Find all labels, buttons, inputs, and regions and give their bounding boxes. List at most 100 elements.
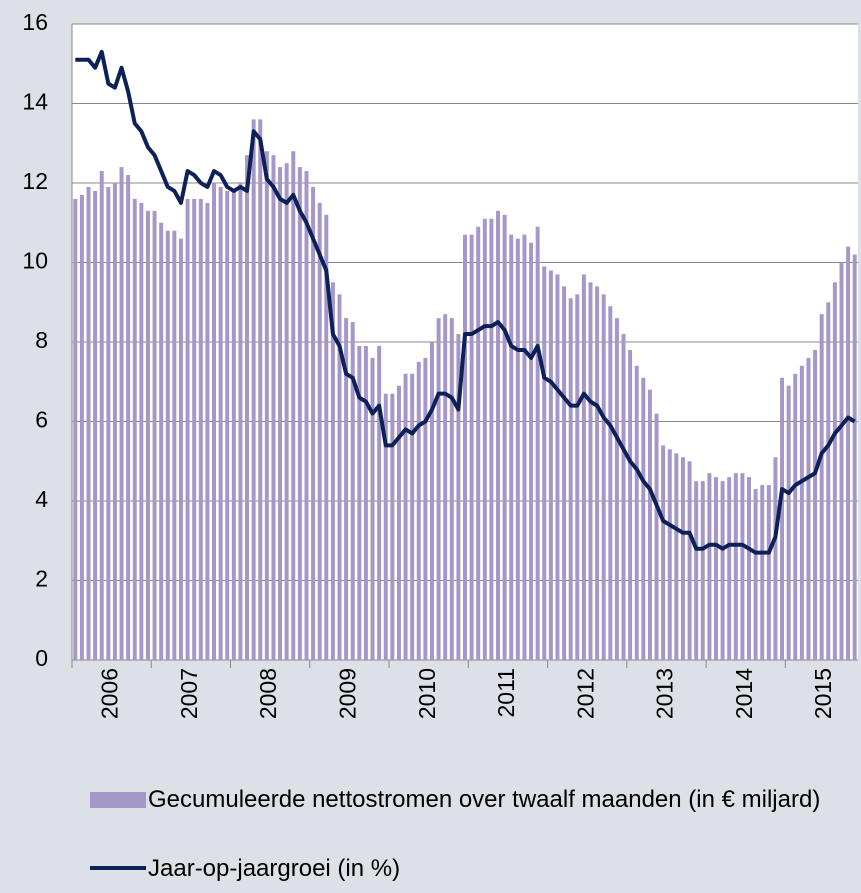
bar <box>496 210 501 660</box>
bar <box>317 202 322 660</box>
bar <box>245 155 250 661</box>
y-tick-label: 14 <box>22 89 48 115</box>
bar <box>370 357 375 660</box>
bar <box>324 214 329 661</box>
bar <box>634 365 639 660</box>
bar <box>311 186 316 660</box>
bar <box>304 171 309 660</box>
bar <box>383 393 388 660</box>
line <box>75 49 856 555</box>
bar <box>515 238 520 660</box>
bar <box>436 318 441 660</box>
bar <box>264 151 269 660</box>
bar <box>482 218 487 660</box>
bar <box>416 361 421 660</box>
bar <box>826 302 831 660</box>
bar <box>608 306 613 660</box>
bar <box>581 274 586 660</box>
y-tick-label: 0 <box>35 645 48 671</box>
bar <box>780 377 785 660</box>
x-tick-label: 2007 <box>176 668 202 719</box>
x-tick-label: 2015 <box>810 668 836 719</box>
bar <box>205 202 210 660</box>
bar <box>291 151 296 660</box>
bar <box>284 163 289 660</box>
bar <box>106 186 111 660</box>
bar <box>93 190 98 660</box>
bar <box>278 167 283 660</box>
bar <box>793 373 798 660</box>
bar <box>601 294 606 660</box>
x-tick-label: 2012 <box>572 668 598 719</box>
bar <box>832 282 837 660</box>
bar <box>654 413 659 660</box>
bar <box>799 365 804 660</box>
legend-label: Jaar-op-jaargroei (in %) <box>148 855 401 882</box>
bar <box>145 210 150 660</box>
x-tick-label: 2008 <box>255 668 281 719</box>
bar <box>179 238 183 660</box>
bar <box>231 190 236 660</box>
bar <box>595 286 600 660</box>
bar <box>410 373 415 660</box>
bar <box>212 183 216 660</box>
bar <box>443 314 448 660</box>
bar <box>773 457 778 660</box>
bar <box>562 286 567 660</box>
bar <box>489 218 494 660</box>
bar <box>86 186 91 660</box>
bar <box>99 171 104 660</box>
y-tick-label: 2 <box>35 566 48 592</box>
bar <box>714 477 718 660</box>
bar <box>185 198 190 660</box>
legend-swatch-bar <box>90 792 146 808</box>
x-tick-label: 2006 <box>97 668 123 719</box>
bar <box>548 270 553 660</box>
bar <box>786 385 791 660</box>
bar <box>337 294 342 660</box>
x-tick-label: 2010 <box>414 668 440 719</box>
bar <box>621 334 626 660</box>
bar <box>535 226 540 660</box>
bar <box>152 210 157 660</box>
bar <box>680 457 685 660</box>
bar <box>476 226 481 660</box>
bar <box>819 314 824 660</box>
bar <box>198 198 203 660</box>
x-tick-label: 2011 <box>493 668 519 717</box>
bar <box>357 345 362 660</box>
bar <box>588 282 593 660</box>
bar <box>251 119 256 660</box>
bar <box>747 477 751 660</box>
bar <box>132 198 137 660</box>
bar <box>733 473 738 660</box>
bar <box>73 198 78 660</box>
bar <box>542 266 547 660</box>
bar <box>344 318 349 660</box>
bar <box>403 373 408 660</box>
y-tick-label: 12 <box>22 168 48 194</box>
y-tick-label: 6 <box>35 407 48 433</box>
bar <box>463 234 467 661</box>
bar <box>707 473 712 660</box>
legend-swatch-line <box>90 866 146 870</box>
bar <box>139 202 144 660</box>
bar <box>112 183 117 660</box>
bar <box>172 230 177 660</box>
bar <box>192 198 197 660</box>
x-tick-label: 2014 <box>731 668 757 719</box>
bar <box>727 477 732 660</box>
bar <box>628 349 633 660</box>
bar <box>522 234 527 661</box>
bar <box>79 194 84 661</box>
bar <box>661 445 666 660</box>
bar <box>165 230 170 660</box>
bar <box>429 342 434 660</box>
bar <box>449 318 454 660</box>
bar <box>846 246 851 660</box>
bar <box>852 254 857 661</box>
bar <box>350 322 355 660</box>
bar <box>119 167 124 660</box>
bar <box>126 175 131 661</box>
